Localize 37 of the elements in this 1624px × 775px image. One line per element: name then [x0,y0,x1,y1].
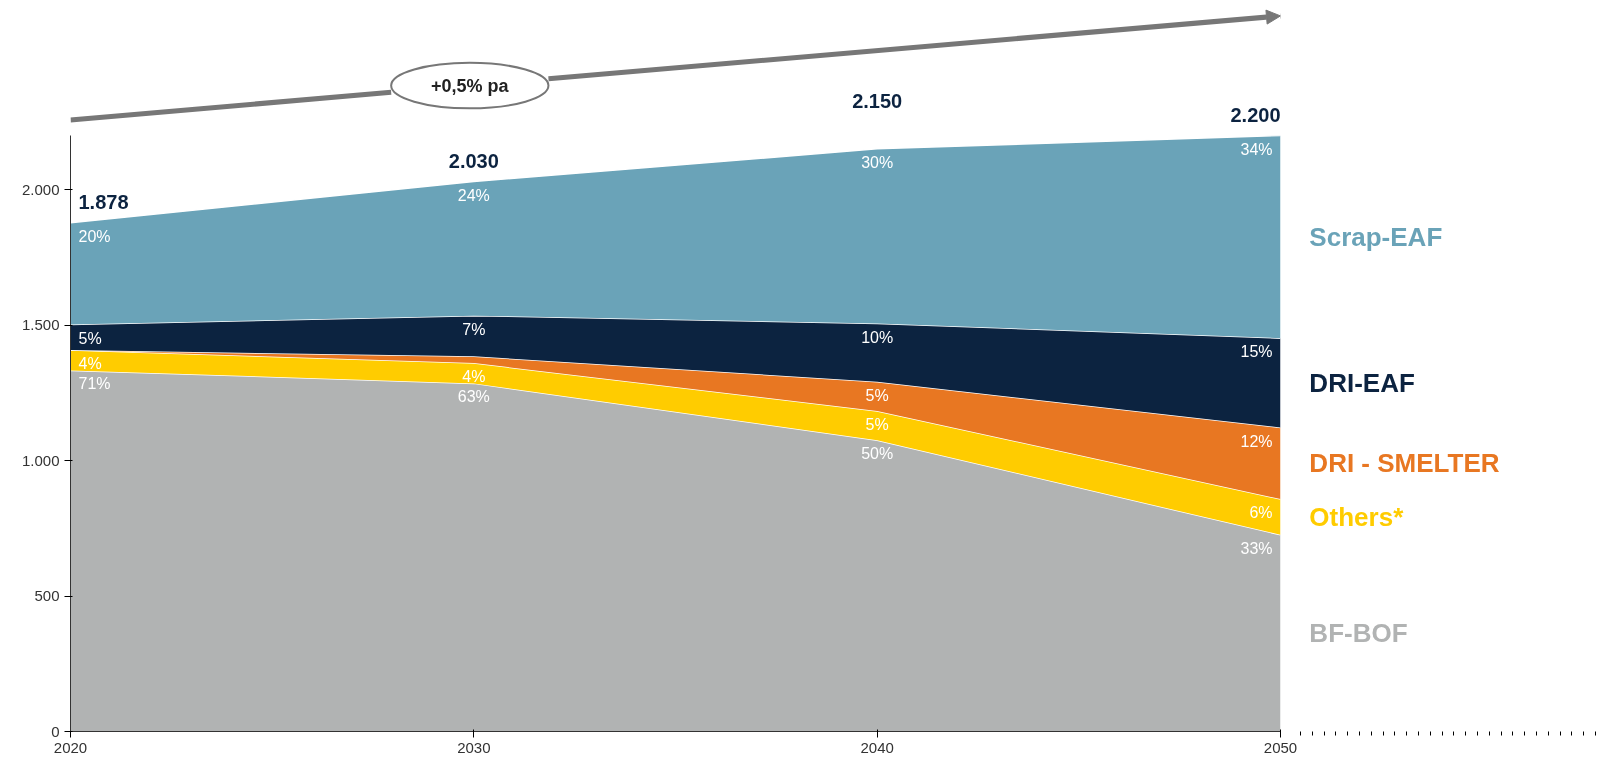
series-label: DRI-EAF [1309,367,1415,398]
annotation: 4% [462,368,486,386]
annotation: 4% [78,355,102,373]
annotation: 50% [861,445,894,463]
total-label: 2.030 [448,149,499,172]
x-tick-label: 2020 [53,738,88,756]
annotation: 6% [1249,504,1273,522]
total-label: 1.878 [78,190,129,213]
annotation: 24% [457,186,490,204]
x-tick-label: 2040 [860,738,894,756]
series-label: DRI - SMELTER [1309,448,1500,479]
annotation: 5% [865,386,889,404]
text: +0,5% pa [431,75,510,96]
x-tick-label: 2050 [1263,738,1298,756]
annotation: 34% [1240,140,1273,158]
annotation: 71% [78,375,111,393]
annotation: 15% [1240,343,1273,361]
annotation: 10% [861,328,894,346]
annotation: 20% [78,227,111,245]
series-label: Others* [1309,501,1405,532]
annotation: 7% [462,320,486,338]
annotation: 5% [78,329,102,347]
y-tick-label: 500 [34,587,60,605]
total-label: 2.200 [1230,103,1281,126]
series-label: Scrap-EAF [1309,221,1443,252]
annotation: 33% [1240,539,1273,557]
y-tick-label: 0 [51,722,60,740]
y-tick-label: 1.000 [21,451,60,469]
annotation: 12% [1240,432,1273,450]
total-label: 2.150 [852,89,903,112]
annotation: 5% [865,416,889,434]
y-tick-label: 2.000 [21,180,60,198]
series-label: BF-BOF [1309,618,1408,649]
x-tick-label: 2030 [457,738,491,756]
y-tick-label: 1.500 [21,316,60,334]
annotation: 63% [457,388,490,406]
annotation: 30% [861,153,894,171]
